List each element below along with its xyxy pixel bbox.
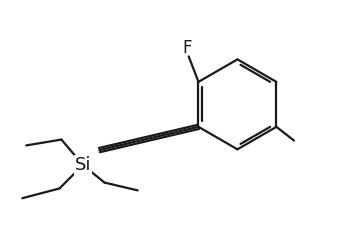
Text: Si: Si [75,156,91,174]
Text: F: F [182,39,192,57]
